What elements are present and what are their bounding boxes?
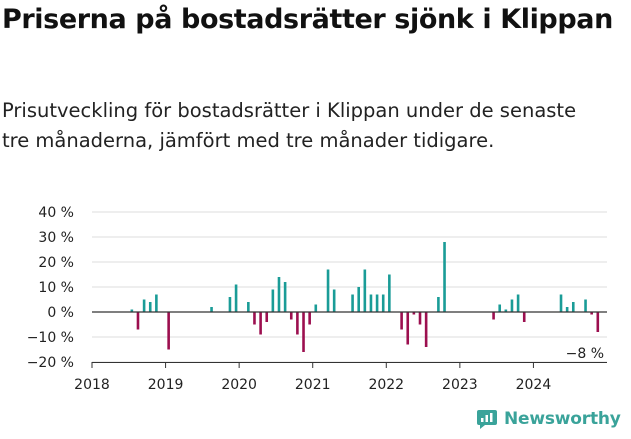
data-bar [400,312,403,330]
data-bar [596,312,600,332]
y-tick-label: 0 % [47,305,74,321]
data-bar [283,282,287,312]
data-bar [369,294,373,312]
data-bar [271,289,275,312]
y-tick-label: 30 % [38,230,74,246]
data-bar [443,242,446,312]
data-bar [522,312,526,322]
data-bar [259,312,262,335]
page-subtitle: Prisutveckling för bostadsrätter i Klipp… [2,99,577,152]
chart-axes: 40 % 30 % 20 % 10 % 0 % −10 % −20 %2018 2019 202… [27,205,607,393]
y-tick-label: 20 % [38,255,74,271]
data-bar [363,269,367,312]
y-tick-label: −20 % [27,355,74,371]
data-bar [418,312,422,325]
newsworthy-logo[interactable]: Newsworthy [476,408,621,430]
data-bar [565,307,569,312]
data-bar [167,312,170,350]
data-bar [247,302,250,312]
data-bar [406,312,410,345]
y-tick-label: 10 % [38,280,74,296]
data-bar [289,312,293,320]
data-bar [492,312,495,320]
data-bar [234,284,238,312]
data-bar [351,294,354,312]
data-bar [375,294,379,312]
x-tick-label: 2020 [221,377,257,393]
data-bar [155,294,158,312]
data-bar [571,302,575,312]
newsworthy-logo-icon [477,410,497,429]
data-bar [136,312,140,330]
x-tick-label: 2022 [368,377,404,393]
data-bar [308,312,311,325]
data-bar [253,312,256,325]
data-bar [584,299,587,312]
data-bar [498,304,502,312]
data-bar [326,269,330,312]
x-tick-label: 2018 [74,377,110,393]
data-bar [412,312,416,315]
data-bar [510,299,514,312]
data-bar [265,312,269,322]
y-tick-label: 40 % [38,205,74,221]
chart-bars [130,242,600,352]
data-bar [314,304,318,312]
brand-name: Newsworthy [504,409,621,429]
data-bar [388,274,391,312]
data-bar [357,287,360,312]
data-bar [516,294,520,312]
data-bar [142,299,146,312]
last-value-label: −8 % [566,346,604,362]
data-bar [332,289,336,312]
data-bar [130,309,134,312]
data-bar [381,294,385,312]
x-tick-label: 2019 [148,377,184,393]
page-title: Priserna på bostadsrätter sjönk i Klippa… [2,4,613,35]
data-bar [148,302,152,312]
x-tick-label: 2021 [295,377,331,393]
data-bar [210,307,213,312]
y-tick-label: −10 % [27,330,74,346]
data-bar [228,297,232,312]
data-bar [424,312,428,347]
x-tick-label: 2023 [442,377,478,393]
data-bar [437,297,440,312]
price-change-chart: 40 % 30 % 20 % 10 % 0 % −10 % −20 %2018 2019 202… [27,205,607,393]
data-bar [277,277,281,312]
data-bar [296,312,299,335]
data-bar [590,312,593,315]
data-bar [302,312,305,352]
data-bar [559,294,563,312]
data-bar [504,309,508,312]
x-tick-label: 2024 [516,377,552,393]
